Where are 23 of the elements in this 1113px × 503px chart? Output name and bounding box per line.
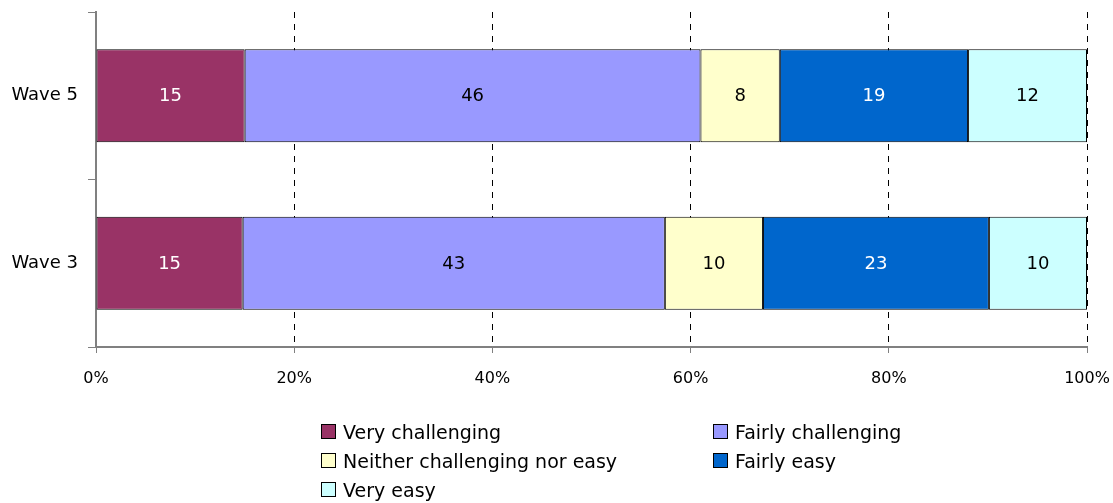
x-tick-label: 60% <box>672 367 709 387</box>
x-tick-label: 100% <box>1064 367 1110 387</box>
data-label: 10 <box>702 251 726 273</box>
x-tick-label: 0% <box>83 367 109 387</box>
y-tick-label: Wave 5 <box>11 83 78 105</box>
x-tick-label: 20% <box>276 367 312 387</box>
legend-label: Fairly challenging <box>735 420 902 443</box>
x-tick-label: 40% <box>474 367 511 387</box>
legend-label: Very challenging <box>343 420 502 443</box>
legend-label: Fairly easy <box>735 449 836 472</box>
y-tick-label: Wave 3 <box>11 250 78 272</box>
data-label: 43 <box>442 251 466 273</box>
legend-label: Neither challenging nor easy <box>343 449 618 472</box>
x-tick-label: 80% <box>871 367 907 387</box>
data-label: 15 <box>159 84 183 106</box>
data-label: 23 <box>864 251 888 273</box>
data-label: 15 <box>158 251 182 273</box>
legend-label: Very easy <box>343 478 436 501</box>
data-label: 8 <box>734 84 746 106</box>
data-label: 10 <box>1026 251 1050 273</box>
data-label: 46 <box>461 84 485 106</box>
data-label: 12 <box>1016 84 1039 106</box>
data-label: 19 <box>862 84 886 106</box>
